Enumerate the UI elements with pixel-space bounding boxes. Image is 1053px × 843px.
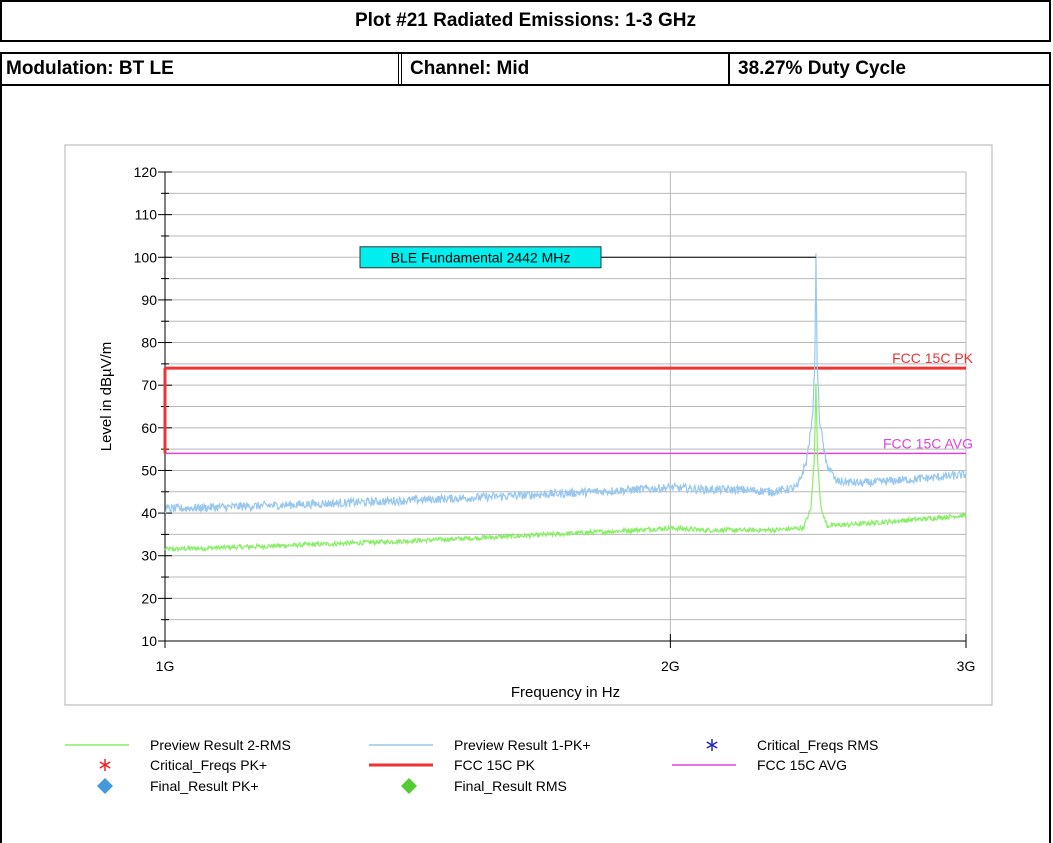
y-tick-label: 110 xyxy=(135,207,158,223)
annotation-box xyxy=(359,246,602,269)
y-tick-label: 40 xyxy=(141,505,157,521)
legend-label: Critical_Freqs RMS xyxy=(757,737,878,753)
legend-swatch-star xyxy=(99,759,111,771)
legend-label: Preview Result 1-PK+ xyxy=(454,737,591,753)
legend-star-stroke xyxy=(99,761,111,769)
chart-frame xyxy=(64,144,993,706)
legend-label: Preview Result 2-RMS xyxy=(150,737,291,753)
plot-title-bar: Plot #21 Radiated Emissions: 1-3 GHz xyxy=(0,0,1051,42)
test-info-row: Modulation: BT LE Channel: Mid 38.27% Du… xyxy=(0,52,1051,86)
duty-cycle-cell: 38.27% Duty Cycle xyxy=(738,58,906,79)
trace-rms xyxy=(164,383,967,553)
plot-title: Plot #21 Radiated Emissions: 1-3 GHz xyxy=(354,10,697,31)
y-tick-label: 50 xyxy=(141,462,157,478)
modulation-cell: Modulation: BT LE xyxy=(2,54,402,84)
limit-lines: FCC 15C PK FCC 15C AVG xyxy=(163,350,974,455)
y-tick-label: 100 xyxy=(134,249,158,265)
legend-swatch-diamond xyxy=(401,778,417,794)
y-axis-title: Level in dBµV/m xyxy=(98,342,115,452)
x-tick-label: 2G xyxy=(661,658,680,674)
y-tick-label: 10 xyxy=(141,633,157,649)
annotation-label: BLE Fundamental 2442 MHz xyxy=(391,249,571,265)
y-tick-label: 70 xyxy=(141,377,157,393)
channel-cell: Channel: Mid xyxy=(402,54,730,84)
legend: Preview Result 2-RMS Preview Result 1-PK+… xyxy=(65,737,878,794)
trace-pk xyxy=(164,253,967,515)
y-tick-label: 90 xyxy=(141,292,157,308)
x-axis-title: Frequency in Hz xyxy=(511,684,620,701)
page-left-border xyxy=(0,86,2,843)
x-tick-label: 3G xyxy=(957,658,976,674)
limit-label-pk: FCC 15C PK xyxy=(892,350,974,366)
legend-swatch-star xyxy=(706,739,718,751)
y-tick-label: 30 xyxy=(141,548,157,564)
legend-label: Final_Result PK+ xyxy=(150,778,259,794)
limit-label-avg: FCC 15C AVG xyxy=(883,435,973,451)
x-tick-label: 1G xyxy=(156,658,175,674)
legend-label: Final_Result RMS xyxy=(454,778,567,794)
y-tick-label: 60 xyxy=(141,420,157,436)
y-tick-label: 20 xyxy=(141,590,157,606)
legend-star-stroke xyxy=(706,741,718,749)
page-right-border xyxy=(1049,86,1051,843)
legend-label: Critical_Freqs PK+ xyxy=(150,757,267,773)
legend-label: FCC 15C PK xyxy=(454,757,536,773)
legend-swatch-diamond xyxy=(97,778,113,794)
y-tick-label: 120 xyxy=(134,164,158,180)
y-tick-label: 80 xyxy=(141,335,157,351)
legend-label: FCC 15C AVG xyxy=(757,757,847,773)
